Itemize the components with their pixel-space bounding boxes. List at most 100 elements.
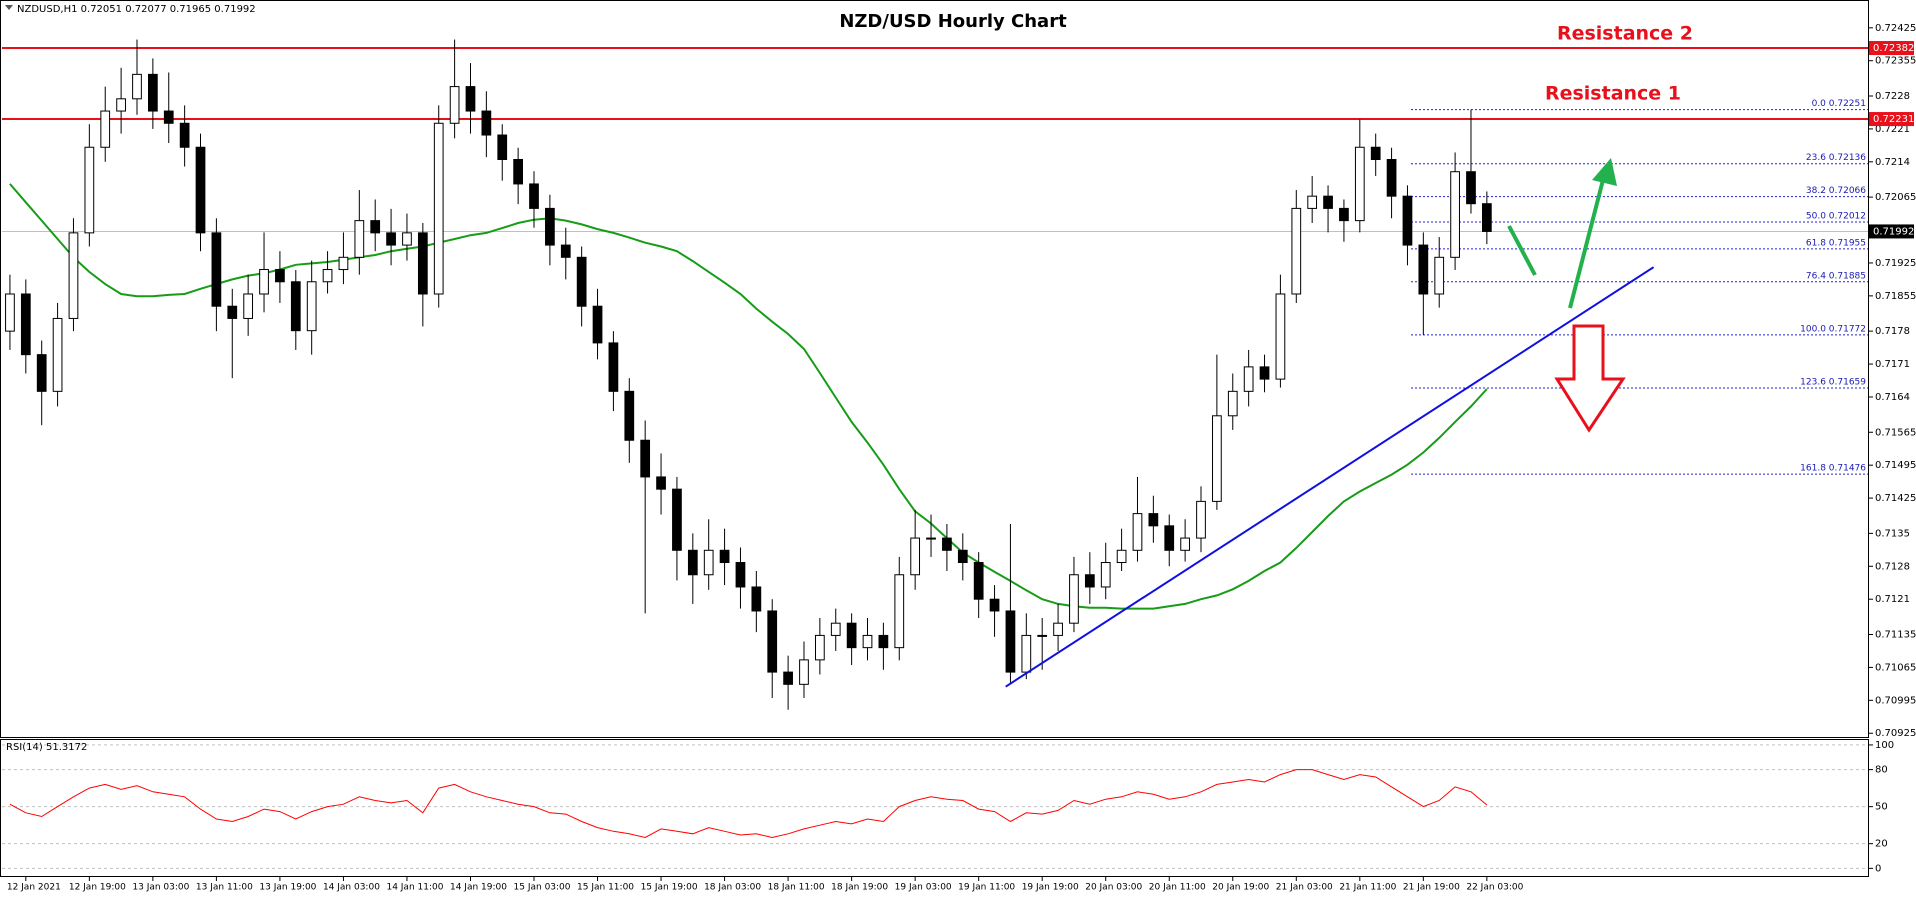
candle-body — [52, 317, 63, 392]
candle-body — [465, 86, 476, 112]
candle-body — [751, 586, 762, 612]
candle-body — [1307, 195, 1318, 209]
candle-body — [1180, 537, 1190, 551]
candle-body — [942, 537, 952, 551]
candle-body — [513, 158, 523, 185]
y-tick-label: 0.70995 — [1875, 695, 1916, 706]
candle-body — [862, 634, 873, 649]
candle-body — [1370, 146, 1381, 160]
arrow-head — [1592, 158, 1617, 186]
candle-body — [545, 207, 555, 246]
x-tick-label: 12 Jan 2021 — [7, 883, 61, 893]
y-tick-label: 0.7171 — [1875, 359, 1910, 370]
candle-body — [814, 634, 825, 661]
candle-body — [830, 622, 841, 636]
candle-body — [322, 269, 333, 283]
fib-label: 23.6 0.72136 — [1806, 153, 1866, 163]
candle-body — [1418, 244, 1429, 295]
annotation: Resistance 1 — [1545, 83, 1681, 105]
candle-body — [449, 86, 460, 124]
arrow — [1568, 179, 1605, 309]
candle-body — [1275, 293, 1286, 380]
candle-body — [1100, 562, 1111, 588]
candle-body — [1354, 146, 1365, 222]
moving-average — [9, 183, 1488, 610]
annotation: Resistance 2 — [1557, 23, 1693, 45]
candle-body — [306, 281, 317, 332]
x-tick-label: 20 Jan 11:00 — [1149, 883, 1206, 893]
candle-body — [672, 488, 682, 551]
x-tick-label: 19 Jan 19:00 — [1022, 883, 1079, 893]
x-tick-label: 21 Jan 19:00 — [1403, 883, 1460, 893]
x-tick-label: 21 Jan 11:00 — [1339, 883, 1396, 893]
y-tick-label: 0.71425 — [1875, 493, 1916, 504]
chart-header: NZDUSD,H1 0.72051 0.72077 0.71965 0.7199… — [17, 4, 256, 15]
price-tag — [1869, 224, 1914, 239]
candle-body — [640, 439, 651, 478]
candle-body — [68, 232, 79, 319]
price-pane — [0, 0, 1869, 738]
candle-body — [1084, 574, 1095, 588]
fib-label: 0.0 0.72251 — [1812, 99, 1866, 109]
candle-body — [656, 476, 666, 490]
candle-body — [957, 549, 968, 564]
candle-body — [799, 659, 809, 685]
fib-label: 100.0 0.71772 — [1800, 324, 1866, 334]
trendline — [1005, 266, 1655, 688]
candle-body — [973, 562, 984, 600]
candle-body — [894, 574, 905, 649]
candle-body — [1212, 415, 1222, 502]
y-tick-label: 0.70925 — [1875, 728, 1916, 739]
candle-body — [1339, 207, 1349, 222]
arrows — [1507, 158, 1626, 433]
x-tick-label: 14 Jan 03:00 — [323, 883, 380, 893]
candle-body — [402, 232, 412, 246]
fib-label: 161.8 0.71476 — [1800, 464, 1866, 474]
candle-body — [116, 98, 126, 112]
candle-body — [846, 622, 857, 649]
candle-body — [275, 269, 285, 283]
x-tick-label: 22 Jan 03:00 — [1466, 883, 1523, 893]
candle-body — [211, 232, 222, 307]
y-tick-label: 50 — [1875, 802, 1888, 813]
candle-body — [783, 671, 793, 685]
frame — [0, 0, 1869, 877]
candle-body — [989, 598, 1000, 612]
candle-body — [703, 549, 714, 576]
x-tick-label: 18 Jan 03:00 — [704, 883, 761, 893]
candle-body — [1402, 195, 1413, 246]
x-tick-label: 13 Jan 03:00 — [132, 883, 189, 893]
x-tick-label: 20 Jan 03:00 — [1085, 883, 1142, 893]
plot: 0.72425 0.72355 0.7228 0.7221 0.7214 0.72065 0… — [2, 23, 1916, 893]
price-tag-label: 0.72231 — [1873, 114, 1914, 125]
x-tick-label: 14 Jan 19:00 — [450, 883, 507, 893]
rsi-pane — [0, 739, 1869, 877]
y-tick-label: 0.7178 — [1875, 326, 1910, 337]
x-tick-label: 20 Jan 19:00 — [1212, 883, 1269, 893]
candle-body — [338, 256, 349, 271]
candle-body — [1481, 203, 1492, 232]
y-tick-label: 0.71135 — [1875, 629, 1916, 640]
candle-body — [576, 256, 587, 307]
candle-body — [227, 305, 238, 319]
x-tick-label: 21 Jan 03:00 — [1276, 883, 1333, 893]
candle-body — [767, 610, 778, 673]
chart-title: NZD/USD Hourly Chart — [839, 11, 1067, 32]
candle-body — [1053, 622, 1063, 636]
y-tick-label: 0.7135 — [1875, 528, 1910, 539]
candle-body — [354, 220, 365, 258]
y-tick-label: 0.71495 — [1875, 460, 1916, 471]
y-tick-label: 0.7164 — [1875, 392, 1910, 403]
y-tick-label: 0.7221 — [1875, 124, 1910, 135]
candle-body — [481, 110, 492, 136]
x-tick-label: 19 Jan 11:00 — [958, 883, 1015, 893]
rsi-line — [9, 769, 1488, 839]
y-tick-label: 20 — [1875, 839, 1888, 850]
candle-body — [243, 293, 254, 319]
candle-body — [290, 281, 301, 332]
x-tick-label: 13 Jan 11:00 — [196, 883, 253, 893]
y-tick-label: 0.71925 — [1875, 258, 1916, 269]
candle-body — [1227, 390, 1238, 417]
candle-body — [1164, 525, 1175, 551]
